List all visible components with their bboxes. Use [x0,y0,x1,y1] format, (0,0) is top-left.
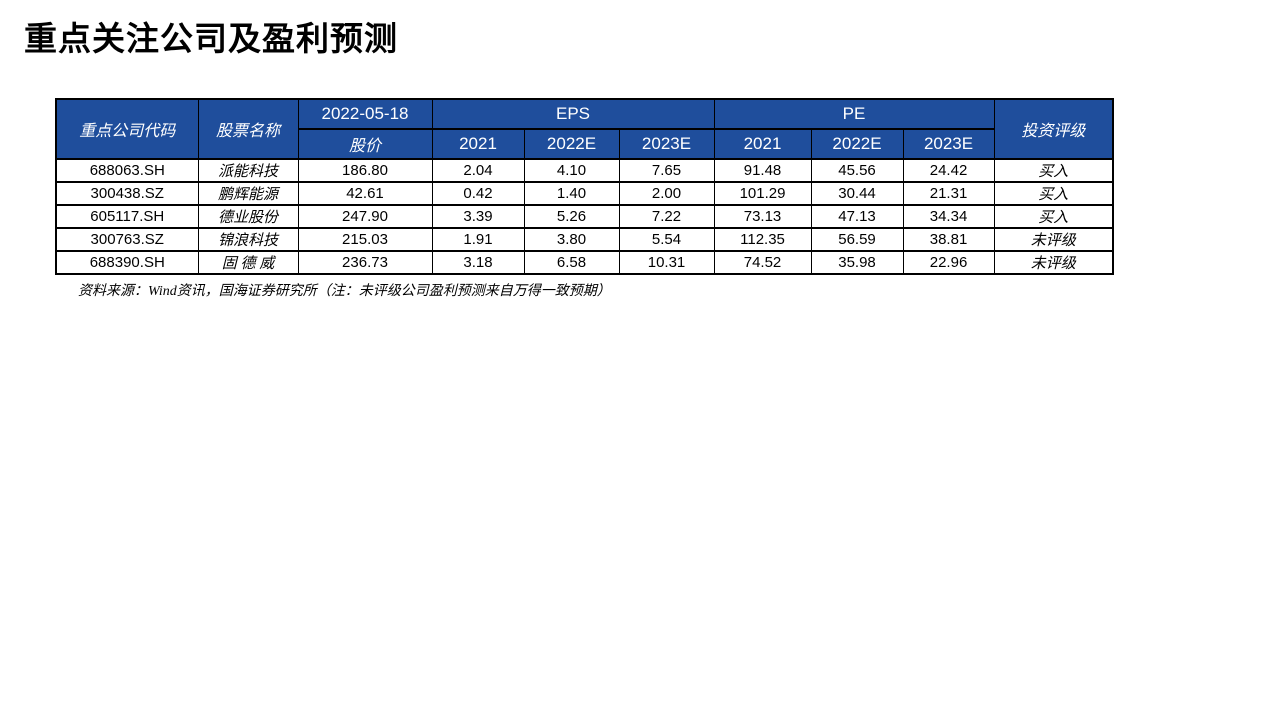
pe-2021-cell: 91.48 [713,158,812,183]
header-eps-2021: 2021 [431,128,525,160]
header-pe-group: PE [713,98,995,130]
pe-2022e-cell: 30.44 [810,181,904,206]
pe-2023e-cell: 38.81 [902,227,995,252]
header-price: 股价 [297,128,433,160]
header-rating: 投资评级 [993,98,1114,160]
eps-2021-cell: 0.42 [431,181,525,206]
pe-2022e-cell: 56.59 [810,227,904,252]
company-code-cell: 688390.SH [55,250,199,275]
pe-2021-cell: 112.35 [713,227,812,252]
eps-2022e-cell: 5.26 [523,204,620,229]
price-cell: 42.61 [297,181,433,206]
forecast-table: 重点公司代码 股票名称 2022-05-18 EPS PE 投资评级 股价 20… [55,98,1115,275]
eps-2021-cell: 2.04 [431,158,525,183]
pe-2023e-cell: 21.31 [902,181,995,206]
table-row: 605117.SH 德业股份 247.90 3.39 5.26 7.22 73.… [55,204,1114,229]
eps-2022e-cell: 6.58 [523,250,620,275]
header-date: 2022-05-18 [297,98,433,130]
price-cell: 236.73 [297,250,433,275]
forecast-table-container: 重点公司代码 股票名称 2022-05-18 EPS PE 投资评级 股价 20… [55,98,1115,275]
table-row: 300438.SZ 鹏辉能源 42.61 0.42 1.40 2.00 101.… [55,181,1114,206]
rating-cell: 买入 [993,204,1114,229]
stock-name-cell: 鹏辉能源 [197,181,299,206]
eps-2022e-cell: 3.80 [523,227,620,252]
eps-2023e-cell: 2.00 [618,181,715,206]
pe-2023e-cell: 34.34 [902,204,995,229]
header-company-code: 重点公司代码 [55,98,199,160]
eps-2023e-cell: 5.54 [618,227,715,252]
header-eps-group: EPS [431,98,715,130]
pe-2023e-cell: 22.96 [902,250,995,275]
price-cell: 247.90 [297,204,433,229]
pe-2022e-cell: 35.98 [810,250,904,275]
source-note: 资料来源：Wind资讯，国海证券研究所（注：未评级公司盈利预测来自万得一致预期） [78,284,611,299]
page-title: 重点关注公司及盈利预测 [24,20,398,57]
table-row: 300763.SZ 锦浪科技 215.03 1.91 3.80 5.54 112… [55,227,1114,252]
company-code-cell: 688063.SH [55,158,199,183]
pe-2022e-cell: 45.56 [810,158,904,183]
pe-2023e-cell: 24.42 [902,158,995,183]
pe-2021-cell: 73.13 [713,204,812,229]
table-row: 688063.SH 派能科技 186.80 2.04 4.10 7.65 91.… [55,158,1114,183]
header-pe-2021: 2021 [713,128,812,160]
price-cell: 186.80 [297,158,433,183]
pe-2022e-cell: 47.13 [810,204,904,229]
stock-name-cell: 锦浪科技 [197,227,299,252]
stock-name-cell: 派能科技 [197,158,299,183]
eps-2023e-cell: 10.31 [618,250,715,275]
eps-2021-cell: 1.91 [431,227,525,252]
eps-2022e-cell: 4.10 [523,158,620,183]
pe-2021-cell: 74.52 [713,250,812,275]
header-pe-2023e: 2023E [902,128,995,160]
eps-2023e-cell: 7.65 [618,158,715,183]
table-row: 688390.SH 固 德 威 236.73 3.18 6.58 10.31 7… [55,250,1114,275]
header-stock-name: 股票名称 [197,98,299,160]
stock-name-cell: 德业股份 [197,204,299,229]
stock-name-cell: 固 德 威 [197,250,299,275]
rating-cell: 未评级 [993,250,1114,275]
rating-cell: 买入 [993,158,1114,183]
company-code-cell: 300763.SZ [55,227,199,252]
pe-2021-cell: 101.29 [713,181,812,206]
eps-2021-cell: 3.18 [431,250,525,275]
rating-cell: 未评级 [993,227,1114,252]
company-code-cell: 605117.SH [55,204,199,229]
header-eps-2022e: 2022E [523,128,620,160]
eps-2021-cell: 3.39 [431,204,525,229]
eps-2022e-cell: 1.40 [523,181,620,206]
header-row-2: 股价 2021 2022E 2023E 2021 2022E 2023E [56,128,1113,160]
header-pe-2022e: 2022E [810,128,904,160]
header-row-1: 重点公司代码 股票名称 2022-05-18 EPS PE 投资评级 [55,98,1114,160]
rating-cell: 买入 [993,181,1114,206]
company-code-cell: 300438.SZ [55,181,199,206]
header-eps-2023e: 2023E [618,128,715,160]
eps-2023e-cell: 7.22 [618,204,715,229]
price-cell: 215.03 [297,227,433,252]
